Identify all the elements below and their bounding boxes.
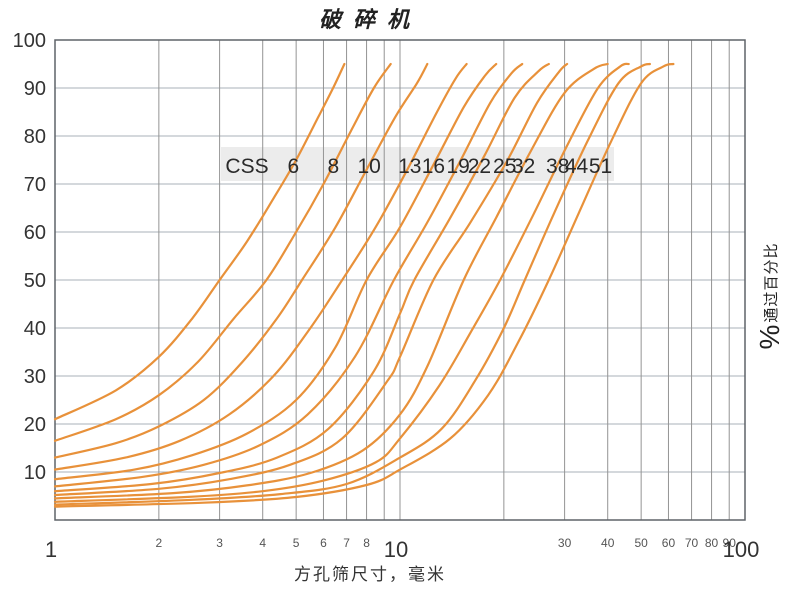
plot-frame bbox=[54, 39, 746, 521]
y-tick-label-100: 100 bbox=[13, 30, 46, 52]
curve-css-6 bbox=[53, 62, 346, 421]
curve-css-19 bbox=[53, 62, 524, 488]
css-band-label-6: 6 bbox=[287, 155, 299, 178]
x-tick-label-major-100: 100 bbox=[723, 537, 760, 562]
css-band-label-13: 13 bbox=[398, 155, 421, 178]
x-tick-label-5: 5 bbox=[293, 536, 300, 550]
y-tick-label-90: 90 bbox=[24, 78, 46, 100]
x-tick-label-50: 50 bbox=[634, 536, 648, 550]
x-axis-title: 方孔筛尺寸，毫米 bbox=[294, 565, 446, 584]
x-tick-label-2: 2 bbox=[156, 536, 163, 550]
y-tick-label-70: 70 bbox=[24, 174, 46, 196]
y-tick-label-50: 50 bbox=[24, 270, 46, 292]
curve-css-22 bbox=[53, 62, 550, 493]
curve-css-32 bbox=[53, 62, 609, 500]
css-band-label-51: 51 bbox=[589, 155, 612, 178]
y-axis-title-text: 通过百分比 bbox=[762, 242, 780, 323]
curve-css-8 bbox=[53, 62, 392, 442]
css-band-label-22: 22 bbox=[468, 155, 491, 178]
x-tick-label-80: 80 bbox=[705, 536, 719, 550]
y-tick-label-60: 60 bbox=[24, 222, 46, 244]
y-tick-label-40: 40 bbox=[24, 318, 46, 340]
x-tick-label-90: 90 bbox=[723, 536, 737, 550]
x-tick-label-40: 40 bbox=[601, 536, 615, 550]
x-tick-label-60: 60 bbox=[662, 536, 676, 550]
curve-css-51 bbox=[53, 62, 675, 508]
css-band-label-10: 10 bbox=[358, 155, 381, 178]
chart-title: 破碎机 bbox=[318, 7, 421, 33]
css-band-prefix: CSS bbox=[225, 155, 268, 178]
x-tick-label-6: 6 bbox=[320, 536, 327, 550]
x-tick-label-4: 4 bbox=[259, 536, 266, 550]
x-tick-label-3: 3 bbox=[216, 536, 223, 550]
curve-css-16 bbox=[53, 62, 498, 481]
y-axis-title: % 通过百分比 bbox=[754, 216, 785, 376]
x-tick-label-70: 70 bbox=[685, 536, 699, 550]
css-band-label-25: 25 bbox=[493, 155, 516, 178]
curve-css-10 bbox=[53, 62, 429, 459]
css-band-label-16: 16 bbox=[422, 155, 445, 178]
y-tick-label-30: 30 bbox=[24, 366, 46, 388]
x-tick-label-30: 30 bbox=[558, 536, 572, 550]
curve-css-25 bbox=[53, 62, 569, 497]
curve-css-13 bbox=[53, 62, 468, 471]
x-tick-label-major-1: 1 bbox=[45, 537, 57, 562]
css-band-label-38: 38 bbox=[546, 155, 569, 178]
x-tick-label-major-10: 10 bbox=[384, 537, 408, 562]
css-band-label-8: 8 bbox=[328, 155, 340, 178]
x-tick-label-7: 7 bbox=[343, 536, 350, 550]
y-tick-label-80: 80 bbox=[24, 126, 46, 148]
y-tick-label-20: 20 bbox=[24, 414, 46, 436]
css-band-label-32: 32 bbox=[512, 155, 535, 178]
css-band-label-44: 44 bbox=[565, 155, 589, 178]
y-tick-label-10: 10 bbox=[24, 462, 46, 484]
curve-css-44 bbox=[53, 62, 651, 506]
css-band-label-19: 19 bbox=[446, 155, 469, 178]
x-tick-label-8: 8 bbox=[363, 536, 370, 550]
curve-css-38 bbox=[53, 62, 630, 503]
percent-symbol: % bbox=[754, 324, 785, 350]
